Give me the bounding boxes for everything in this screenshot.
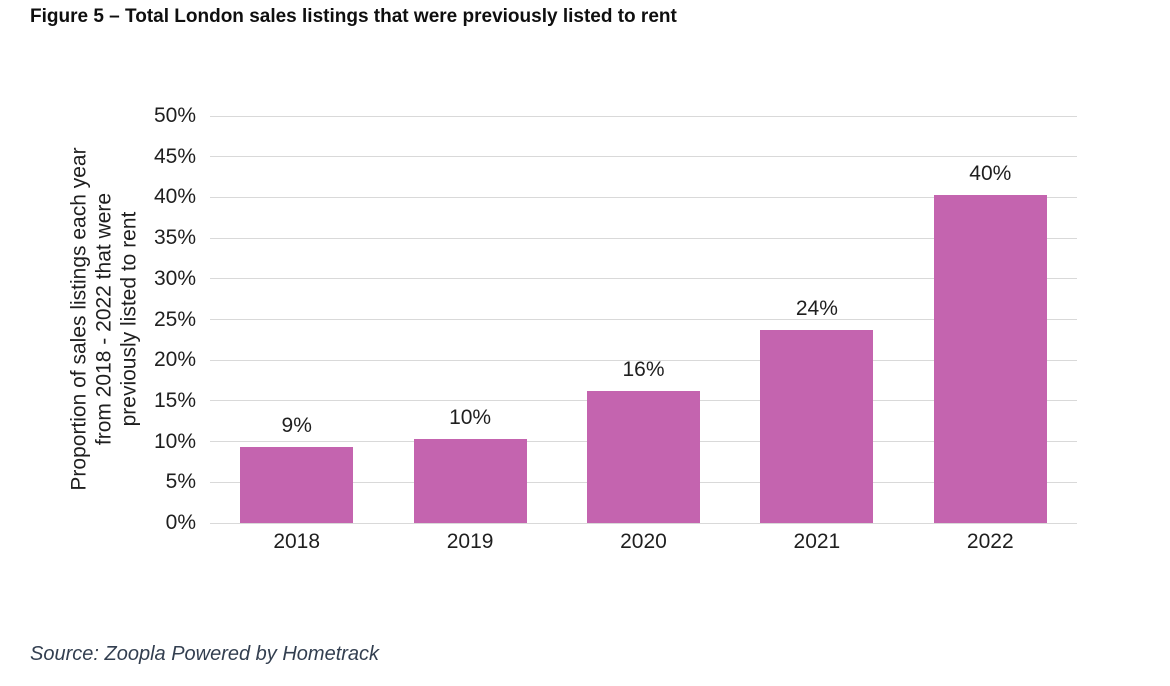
bar-value-label: 24%: [795, 297, 838, 321]
x-tick-label: 2020: [620, 530, 667, 553]
bar-value-label: 40%: [969, 161, 1012, 185]
gridline: [210, 156, 1077, 158]
bar-2018: [240, 447, 354, 523]
bar-value-label: 16%: [622, 358, 665, 382]
plot-area: 9% 10% 16% 24% 40%: [210, 115, 1077, 524]
y-tick-label: 35%: [153, 226, 196, 250]
y-tick-label: 40%: [153, 185, 196, 209]
y-tick-label: 0%: [165, 511, 196, 534]
y-axis-title-line: from 2018 - 2022 that were: [92, 192, 116, 446]
bar-2020: [587, 391, 700, 523]
gridline: [210, 359, 1077, 361]
x-tick-label: 2022: [966, 530, 1014, 553]
bar-2019: [413, 439, 527, 523]
y-tick-label: 5%: [165, 470, 196, 494]
source-caption: Source: Zoopla Powered by Hometrack: [30, 643, 380, 665]
gridline: [210, 278, 1077, 280]
gridline: [210, 237, 1077, 239]
bar-2022: [933, 194, 1047, 523]
y-tick-label: 20%: [153, 348, 196, 372]
x-tick-label: 2018: [273, 530, 321, 553]
bar-value-label: 9%: [281, 414, 312, 438]
y-tick-label: 10%: [153, 429, 196, 453]
figure-title: Figure 5 – Total London sales listings t…: [30, 6, 677, 27]
bar-value-label: 10%: [449, 406, 492, 430]
x-tick-label: 2021: [793, 530, 841, 553]
bar-2021: [760, 330, 874, 523]
x-tick-label: 2019: [446, 530, 494, 553]
y-tick-label: 25%: [153, 307, 196, 331]
gridline: [210, 319, 1077, 320]
y-axis-title-line: Proportion of sales listings each year: [67, 147, 91, 491]
gridline: [210, 115, 1077, 117]
gridline: [210, 196, 1077, 198]
y-tick-label: 45%: [153, 144, 196, 168]
gridline: [210, 522, 1077, 524]
y-tick-label: 15%: [153, 388, 196, 412]
y-tick-label: 50%: [153, 104, 196, 127]
y-tick-label: 30%: [153, 266, 196, 290]
